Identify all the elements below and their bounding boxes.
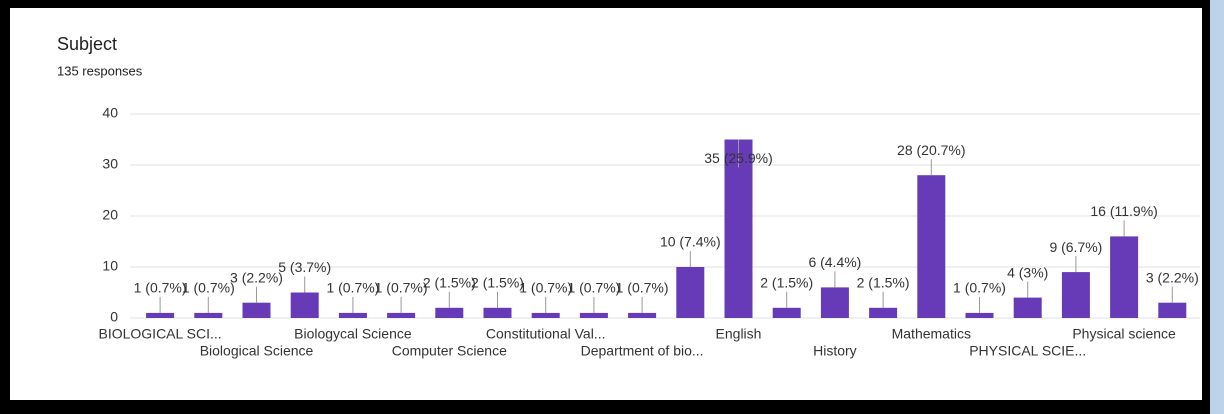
x-tick-label: Computer Science	[392, 343, 507, 359]
bar	[146, 312, 175, 318]
x-tick-label: BIOLOGICAL SCI...	[99, 326, 222, 342]
bar	[435, 307, 464, 318]
panel	[10, 8, 1202, 400]
x-tick-label: Physical science	[1072, 326, 1176, 342]
value-label: 10 (7.4%)	[660, 234, 721, 250]
x-tick-label: History	[813, 343, 857, 359]
y-tick-label: 30	[102, 156, 118, 172]
bar	[724, 139, 753, 318]
x-tick-label: PHYSICAL SCIE...	[969, 343, 1086, 359]
chart-subtitle: 135 responses	[57, 63, 143, 78]
bar	[579, 312, 608, 318]
value-label: 1 (0.7%)	[953, 280, 1006, 296]
bar	[869, 307, 898, 318]
bar	[242, 302, 271, 318]
value-label: 1 (0.7%)	[519, 280, 572, 296]
value-label: 3 (2.2%)	[1146, 269, 1199, 285]
bar	[917, 175, 946, 318]
x-tick-label: Biological Science	[200, 343, 314, 359]
value-label: 1 (0.7%)	[375, 280, 428, 296]
bar	[1158, 302, 1187, 318]
value-label: 35 (25.9%)	[704, 150, 772, 166]
bar	[531, 312, 560, 318]
bar	[338, 312, 367, 318]
chart: Subject 135 responses 0 10 20 30 40 BIOLOGICA…	[57, 34, 1200, 359]
x-tick-label: Mathematics	[892, 326, 971, 342]
value-label: 1 (0.7%)	[134, 280, 187, 296]
value-label: 4 (3%)	[1007, 264, 1048, 280]
value-label: 1 (0.7%)	[326, 280, 379, 296]
value-label: 2 (1.5%)	[760, 275, 813, 291]
y-tick-label: 10	[102, 258, 118, 274]
chart-title: Subject	[57, 34, 117, 54]
value-label: 1 (0.7%)	[182, 280, 235, 296]
bar	[387, 312, 416, 318]
value-label: 5 (3.7%)	[278, 259, 331, 275]
bar	[1110, 236, 1139, 318]
bar	[1013, 297, 1042, 318]
y-tick-label: 20	[102, 207, 118, 223]
x-tick-label: Department of bio...	[581, 343, 704, 359]
value-label: 3 (2.2%)	[230, 269, 283, 285]
value-label: 28 (20.7%)	[897, 142, 965, 158]
value-label: 1 (0.7%)	[567, 280, 620, 296]
y-tick-label: 0	[110, 309, 118, 325]
bar	[676, 267, 705, 318]
value-label: 1 (0.7%)	[616, 280, 669, 296]
value-label: 9 (6.7%)	[1049, 239, 1102, 255]
bar	[194, 312, 223, 318]
x-tick-label: Constitutional Val...	[486, 326, 606, 342]
bar	[290, 292, 319, 318]
bar	[483, 307, 512, 318]
x-tick-label: English	[716, 326, 762, 342]
bar	[820, 287, 849, 318]
bar	[1061, 272, 1090, 318]
y-tick-label: 40	[102, 105, 118, 121]
value-label: 16 (11.9%)	[1090, 203, 1157, 219]
bar	[965, 312, 994, 318]
value-label: 6 (4.4%)	[808, 254, 861, 270]
value-label: 2 (1.5%)	[423, 275, 476, 291]
value-label: 2 (1.5%)	[471, 275, 524, 291]
bar	[772, 307, 801, 318]
value-label: 2 (1.5%)	[857, 275, 910, 291]
x-tick-label: Biologycal Science	[294, 326, 412, 342]
bar	[628, 312, 657, 318]
side-strip	[1210, 0, 1224, 414]
